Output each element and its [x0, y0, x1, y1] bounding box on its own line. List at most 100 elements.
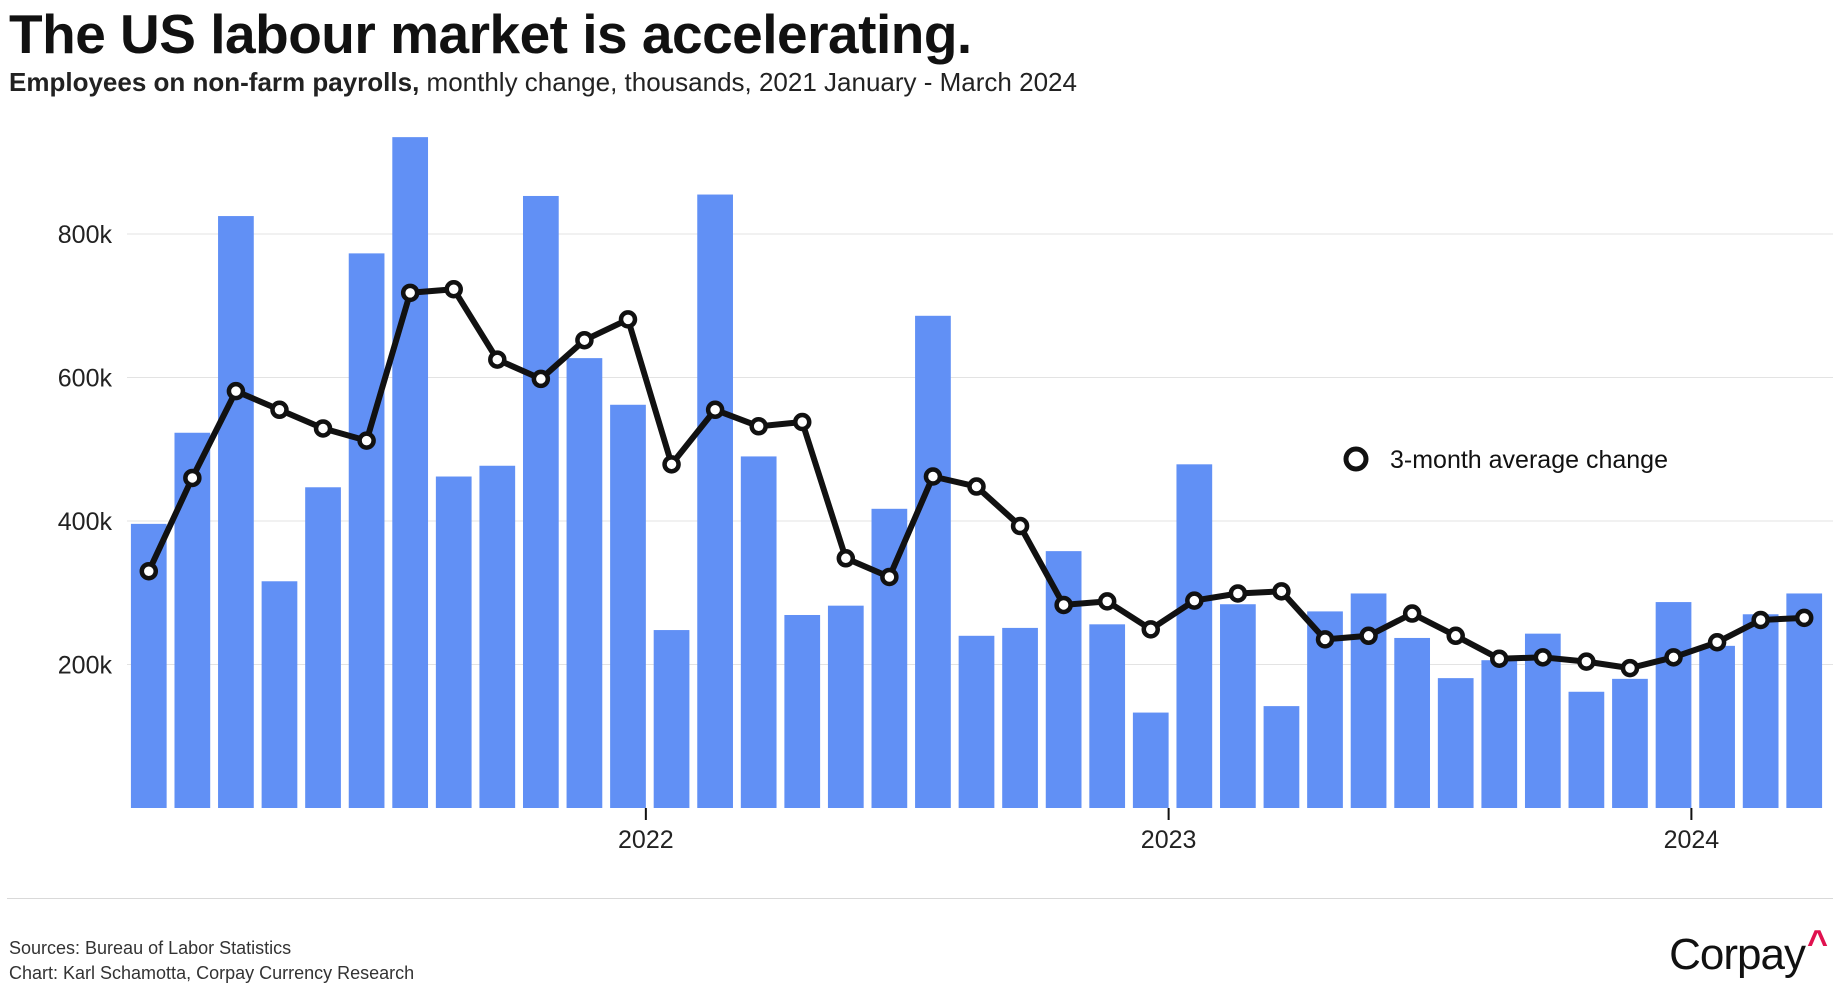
bar-2023-02: [1220, 604, 1256, 808]
credit-text: Chart: Karl Schamotta, Corpay Currency R…: [9, 963, 415, 983]
avg-point-2023-02: [1228, 584, 1248, 603]
bar-2023-12: [1655, 602, 1692, 808]
legend: 3-month average change: [1343, 446, 1668, 474]
bar-2021-04: [261, 581, 298, 808]
corpay-logo: Corpay^: [1669, 922, 1828, 980]
x-tick-label: 2022: [618, 826, 674, 854]
bar-2023-01: [1176, 464, 1213, 808]
bar-2021-05: [305, 487, 341, 808]
bar-2022-10: [1045, 551, 1082, 808]
avg-point-2022-01: [662, 455, 681, 474]
logo-text: Corpay: [1669, 930, 1806, 979]
bar-2023-06: [1394, 637, 1431, 808]
avg-point-2021-05: [313, 419, 333, 438]
avg-point-2022-02: [705, 400, 725, 420]
bar-2023-10: [1568, 691, 1605, 808]
avg-point-2021-11: [575, 330, 594, 350]
bar-2021-09: [479, 465, 516, 808]
avg-point-2023-06: [1402, 604, 1422, 623]
avg-point-2022-03: [749, 417, 768, 436]
avg-point-2022-07: [923, 467, 943, 486]
avg-point-2021-02: [183, 468, 202, 488]
x-tick-label: 2023: [1141, 826, 1197, 854]
bar-2021-07: [392, 137, 429, 808]
bar-2024-03: [1786, 593, 1823, 808]
avg-point-2021-03: [226, 381, 246, 401]
avg-point-2021-10: [531, 369, 551, 389]
bar-2023-07: [1437, 678, 1474, 808]
bar-2021-06: [348, 253, 385, 808]
bar-2022-11: [1089, 624, 1126, 808]
avg-point-2022-11: [1097, 592, 1117, 611]
y-tick-label: 600k: [58, 365, 113, 393]
avg-point-2023-01: [1185, 591, 1204, 610]
bar-2023-05: [1350, 593, 1387, 808]
avg-point-2023-11: [1620, 658, 1640, 678]
avg-point-2021-08: [444, 279, 463, 299]
avg-point-2022-10: [1054, 595, 1073, 615]
avg-point-2021-04: [270, 400, 289, 420]
chart-subtitle: Employees on non-farm payrolls, monthly …: [9, 67, 1077, 98]
y-tick-label: 400k: [58, 508, 113, 536]
avg-point-2024-02: [1751, 610, 1770, 630]
avg-point-2021-06: [357, 431, 376, 450]
avg-point-2021-12: [618, 310, 638, 329]
avg-point-2024-03: [1794, 608, 1814, 628]
avg-point-2023-10: [1577, 652, 1596, 671]
bar-2022-04: [784, 614, 821, 808]
bar-2022-01: [653, 630, 690, 808]
avg-point-2024-01: [1707, 633, 1727, 652]
bar-2022-09: [1002, 627, 1038, 808]
bar-2022-05: [827, 605, 864, 808]
bar-2022-06: [871, 508, 908, 808]
bar-2023-08: [1481, 660, 1518, 808]
avg-point-2023-04: [1315, 630, 1335, 649]
bar-2022-02: [697, 194, 733, 809]
avg-point-2023-07: [1446, 626, 1465, 646]
average-line-series: [139, 279, 1814, 678]
subtitle-bold: Employees on non-farm payrolls,: [9, 67, 420, 97]
bar-2022-12: [1132, 712, 1169, 808]
bar-series: [130, 137, 1823, 809]
grid-lines: 200k 400k 600k 800k: [58, 221, 1833, 680]
bar-2023-03: [1263, 706, 1300, 808]
avg-point-2021-07: [400, 283, 420, 303]
avg-point-2022-05: [836, 549, 856, 568]
avg-point-2022-06: [880, 567, 899, 587]
avg-point-2023-08: [1490, 649, 1509, 669]
bar-2022-08: [958, 635, 995, 808]
bar-2021-10: [522, 195, 559, 808]
bar-2023-11: [1612, 678, 1648, 808]
avg-point-2022-04: [792, 412, 812, 432]
y-tick-label: 200k: [58, 652, 113, 680]
y-tick-label: 800k: [58, 221, 113, 249]
subtitle-rest: monthly change, thousands, 2021 January …: [419, 67, 1077, 97]
bar-2021-03: [218, 216, 254, 808]
footer-sources: Sources: Bureau of Labor Statistics Char…: [9, 936, 414, 986]
page-title: The US labour market is accelerating.: [9, 3, 972, 65]
logo-caret-icon: ^: [1806, 922, 1828, 963]
avg-point-2022-12: [1141, 620, 1161, 639]
bar-2021-08: [435, 476, 472, 808]
avg-point-2022-08: [967, 477, 986, 496]
x-tick-label: 2024: [1664, 826, 1720, 854]
avg-point-2023-12: [1664, 648, 1683, 667]
bar-2021-02: [174, 432, 211, 808]
bar-2022-03: [740, 456, 777, 808]
avg-point-2021-01: [139, 561, 159, 581]
avg-point-2023-09: [1533, 648, 1553, 667]
bar-2024-01: [1699, 645, 1735, 808]
legend-label: 3-month average change: [1390, 446, 1668, 474]
bar-2021-11: [566, 358, 603, 808]
avg-point-2023-03: [1272, 582, 1291, 601]
axes: 2022 2023 2024: [618, 808, 1719, 854]
bar-2022-07: [915, 315, 951, 808]
footer-divider: [7, 898, 1833, 899]
sources-text: Sources: Bureau of Labor Statistics: [9, 938, 292, 958]
avg-point-2021-09: [488, 350, 507, 369]
legend-marker-icon: [1343, 446, 1369, 472]
bar-2021-12: [610, 404, 646, 808]
avg-point-2023-05: [1359, 626, 1378, 646]
avg-point-2022-09: [1010, 516, 1030, 536]
